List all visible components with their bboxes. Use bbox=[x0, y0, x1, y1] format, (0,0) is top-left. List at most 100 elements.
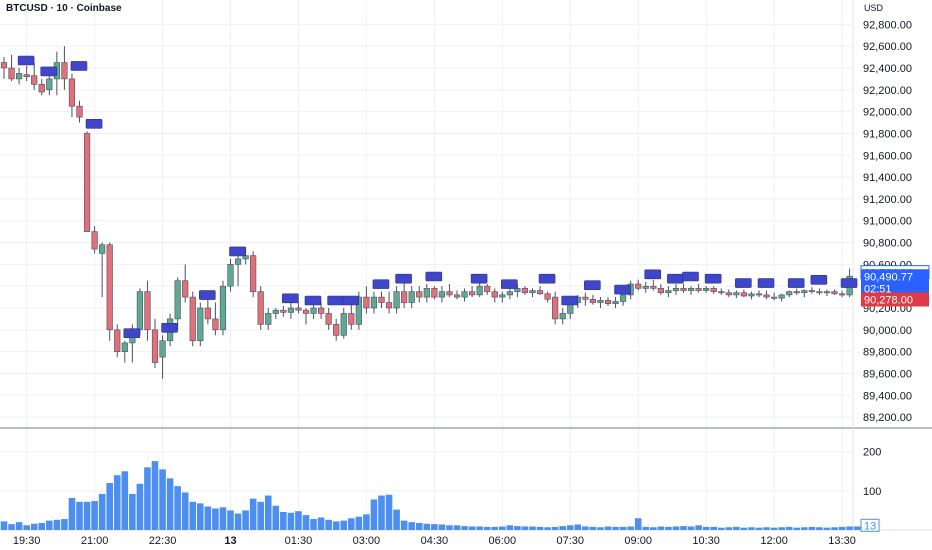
candle-down[interactable] bbox=[8, 67, 15, 80]
candle-down[interactable] bbox=[204, 307, 211, 320]
candle-up[interactable] bbox=[476, 285, 483, 296]
signal-marker[interactable] bbox=[372, 279, 390, 289]
candle-down[interactable] bbox=[250, 255, 257, 292]
candle-down[interactable] bbox=[604, 300, 612, 304]
candle-down[interactable] bbox=[710, 288, 717, 292]
candle-down[interactable] bbox=[755, 293, 763, 296]
candle-up[interactable] bbox=[15, 73, 23, 80]
candle-up[interactable] bbox=[672, 288, 680, 291]
candle-down[interactable] bbox=[695, 288, 702, 291]
candle-down[interactable] bbox=[151, 329, 159, 363]
candle-down[interactable] bbox=[23, 74, 30, 78]
volume-last-tag[interactable] bbox=[860, 518, 880, 532]
candle-down[interactable] bbox=[521, 288, 529, 294]
candle-up[interactable] bbox=[46, 78, 53, 91]
candle-down[interactable] bbox=[725, 292, 732, 296]
candle-down[interactable] bbox=[317, 307, 325, 314]
last-price-tag[interactable] bbox=[861, 269, 929, 296]
signal-marker[interactable] bbox=[644, 269, 662, 280]
candle-down[interactable] bbox=[831, 291, 838, 295]
signal-marker[interactable] bbox=[584, 280, 601, 291]
candle-down[interactable] bbox=[650, 285, 657, 289]
candle-down[interactable] bbox=[680, 288, 687, 291]
candle-down[interactable] bbox=[446, 291, 453, 296]
candle-down[interactable] bbox=[808, 290, 815, 293]
candle-up[interactable] bbox=[393, 291, 400, 309]
candle-down[interactable] bbox=[302, 309, 310, 314]
signal-marker[interactable] bbox=[704, 273, 722, 284]
signal-marker[interactable] bbox=[757, 278, 775, 288]
candle-up[interactable] bbox=[136, 291, 144, 331]
signal-marker[interactable] bbox=[304, 295, 322, 306]
candle-up[interactable] bbox=[597, 300, 604, 303]
signal-marker[interactable] bbox=[342, 295, 360, 306]
signal-marker[interactable] bbox=[787, 278, 805, 288]
candle-up[interactable] bbox=[703, 288, 710, 291]
symbol-title[interactable]: BTCUSD · 10 · Coinbase bbox=[6, 3, 122, 14]
candle-down[interactable] bbox=[114, 329, 121, 352]
candle-down[interactable] bbox=[484, 285, 491, 292]
candle-down[interactable] bbox=[536, 290, 544, 295]
candle-down[interactable] bbox=[589, 298, 596, 303]
candle-up[interactable] bbox=[408, 291, 415, 303]
candle-down[interactable] bbox=[83, 133, 91, 232]
signal-marker[interactable] bbox=[840, 278, 858, 288]
signal-marker[interactable] bbox=[425, 271, 443, 282]
signal-marker[interactable] bbox=[561, 295, 579, 306]
candle-down[interactable] bbox=[552, 296, 559, 320]
candle-up[interactable] bbox=[287, 307, 295, 313]
candle-up[interactable] bbox=[159, 340, 166, 358]
candle-down[interactable] bbox=[333, 324, 340, 336]
candle-up[interactable] bbox=[310, 307, 317, 314]
candle-down[interactable] bbox=[416, 291, 423, 298]
signal-marker[interactable] bbox=[327, 295, 344, 306]
candle-down[interactable] bbox=[61, 62, 68, 80]
candle-up[interactable] bbox=[99, 244, 106, 254]
candle-up[interactable] bbox=[234, 258, 242, 265]
candle-up[interactable] bbox=[272, 309, 279, 314]
candle-down[interactable] bbox=[544, 293, 551, 300]
candle-up[interactable] bbox=[438, 291, 446, 298]
candle-down[interactable] bbox=[816, 291, 823, 294]
candle-down[interactable] bbox=[68, 78, 76, 107]
signal-marker[interactable] bbox=[735, 278, 752, 288]
candle-down[interactable] bbox=[582, 296, 589, 300]
candle-up[interactable] bbox=[340, 313, 347, 336]
candle-up[interactable] bbox=[733, 292, 740, 296]
candle-down[interactable] bbox=[182, 280, 189, 298]
candle-up[interactable] bbox=[197, 307, 204, 342]
signal-marker[interactable] bbox=[123, 328, 141, 339]
signal-marker[interactable] bbox=[500, 279, 518, 289]
candle-up[interactable] bbox=[499, 294, 506, 298]
candle-down[interactable] bbox=[38, 84, 45, 93]
candle-up[interactable] bbox=[227, 264, 234, 287]
candle-up[interactable] bbox=[219, 285, 227, 331]
candle-up[interactable] bbox=[642, 285, 649, 289]
candle-down[interactable] bbox=[378, 296, 385, 303]
candle-down[interactable] bbox=[295, 307, 302, 311]
candle-down[interactable] bbox=[0, 62, 8, 69]
candle-up[interactable] bbox=[665, 290, 672, 294]
candle-down[interactable] bbox=[31, 75, 38, 85]
candle-down[interactable] bbox=[385, 302, 393, 309]
candle-up[interactable] bbox=[423, 288, 430, 298]
candle-down[interactable] bbox=[770, 296, 778, 299]
candle-down[interactable] bbox=[635, 283, 642, 289]
candle-down[interactable] bbox=[468, 291, 476, 296]
candle-up[interactable] bbox=[121, 342, 128, 352]
signal-marker[interactable] bbox=[395, 273, 412, 284]
candle-down[interactable] bbox=[763, 294, 770, 298]
candle-up[interactable] bbox=[778, 294, 785, 299]
price-tag-low[interactable] bbox=[861, 292, 929, 307]
candle-down[interactable] bbox=[793, 291, 800, 294]
candle-up[interactable] bbox=[506, 291, 513, 296]
candle-up[interactable] bbox=[370, 296, 378, 309]
candle-up[interactable] bbox=[823, 291, 831, 294]
signal-marker[interactable] bbox=[470, 273, 488, 284]
candle-down[interactable] bbox=[325, 313, 332, 325]
candle-up[interactable] bbox=[174, 280, 181, 320]
candle-down[interactable] bbox=[212, 318, 219, 331]
candle-up[interactable] bbox=[786, 291, 793, 296]
signal-marker[interactable] bbox=[810, 274, 828, 285]
